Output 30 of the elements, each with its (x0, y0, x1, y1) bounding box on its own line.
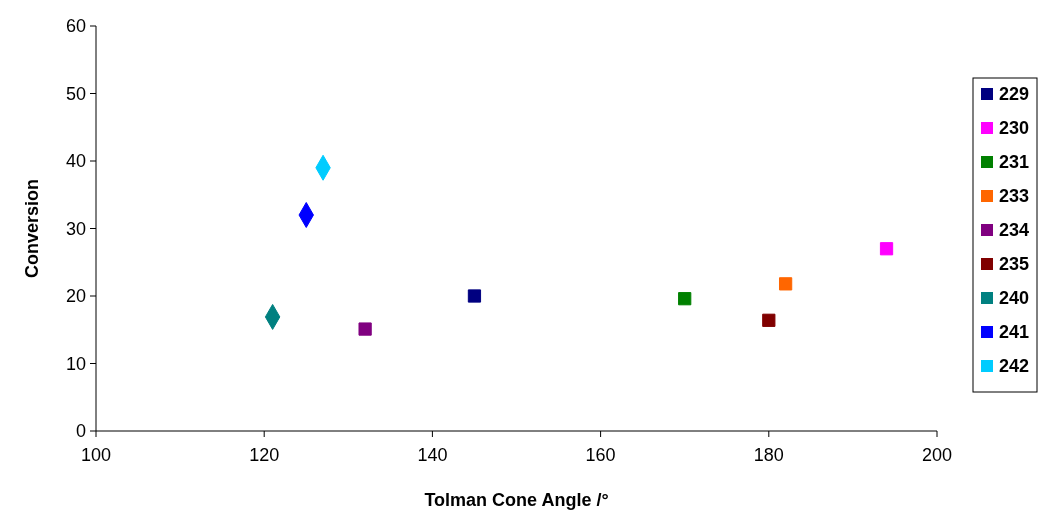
point (467, 289, 482, 303)
y-tick-label: 0 (75, 421, 86, 442)
legend-label: 242 (999, 356, 1030, 377)
y-tick-label: 40 (65, 151, 86, 172)
y-tick-label: 10 (65, 353, 86, 374)
legend-label: 229 (999, 84, 1030, 105)
legend-label: 233 (999, 186, 1030, 207)
point (879, 242, 894, 256)
legend-label: 240 (999, 288, 1030, 309)
y-tick-label: 60 (65, 16, 86, 37)
x-tick-label: 160 (585, 445, 616, 465)
y-tick-label: 20 (65, 286, 86, 307)
x-tick-label: 200 (921, 445, 953, 465)
point (762, 313, 776, 327)
y-tick-label: 50 (65, 83, 86, 104)
y-tick-label: 30 (65, 218, 86, 239)
legend-label: 235 (999, 254, 1030, 275)
x-tick-label: 180 (753, 445, 784, 465)
legend-label: 234 (999, 220, 1030, 241)
x-axis-title: Tolman Cone Angle /° (424, 490, 609, 510)
legend-label: 231 (999, 152, 1030, 173)
point (358, 322, 372, 336)
legend-label: 230 (999, 118, 1030, 139)
legend-label: 241 (999, 322, 1030, 343)
point (678, 292, 692, 306)
y-axis-title: Conversion (22, 178, 42, 279)
x-tick-label: 100 (80, 445, 112, 465)
x-tick-label: 120 (249, 445, 280, 465)
x-tick-label: 140 (417, 445, 448, 465)
point (779, 277, 793, 291)
